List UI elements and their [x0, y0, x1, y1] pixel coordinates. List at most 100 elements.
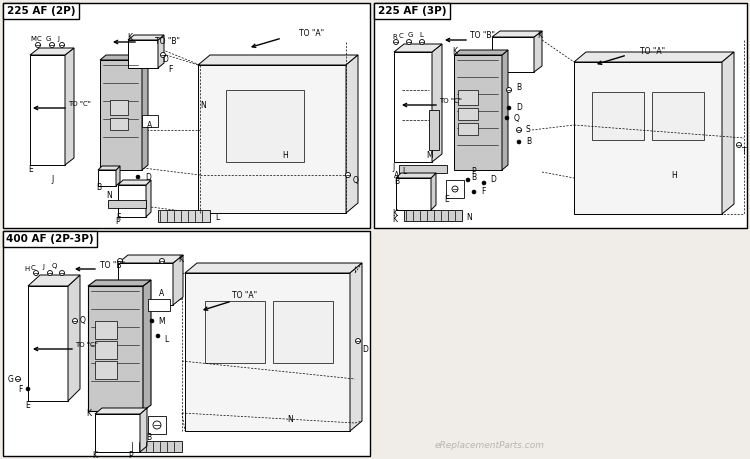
Text: eReplacementParts.com: eReplacementParts.com [435, 441, 545, 449]
Text: D: D [516, 103, 522, 112]
Text: N: N [287, 414, 292, 424]
Polygon shape [116, 166, 120, 186]
Text: TO "A": TO "A" [640, 47, 665, 56]
Bar [108, 200, 146, 208]
Polygon shape [185, 263, 362, 273]
Text: P: P [472, 168, 476, 177]
Circle shape [736, 142, 742, 147]
Text: M: M [426, 151, 433, 159]
Polygon shape [128, 35, 164, 40]
Text: TO "C": TO "C" [439, 98, 462, 104]
Polygon shape [95, 408, 147, 414]
Polygon shape [574, 62, 722, 214]
Text: D: D [490, 175, 496, 185]
Text: A: A [159, 289, 165, 297]
Circle shape [16, 376, 20, 381]
Bar [226, 90, 304, 162]
Text: S: S [526, 125, 531, 134]
Polygon shape [198, 65, 346, 213]
Polygon shape [454, 50, 508, 55]
Text: M: M [158, 317, 165, 325]
Polygon shape [492, 37, 534, 72]
Circle shape [160, 52, 166, 57]
Text: G: G [8, 375, 13, 384]
Text: K: K [537, 30, 542, 39]
Polygon shape [98, 166, 120, 170]
Text: TO "A": TO "A" [299, 29, 324, 39]
Polygon shape [88, 286, 143, 411]
Circle shape [482, 181, 486, 185]
Text: F: F [116, 213, 120, 223]
Bar [158, 210, 210, 222]
Bar [148, 416, 166, 434]
Text: N: N [200, 101, 206, 110]
Text: H: H [24, 266, 29, 272]
Polygon shape [432, 44, 442, 162]
Bar [458, 108, 478, 120]
Text: Q: Q [80, 317, 86, 325]
Circle shape [73, 319, 77, 324]
Polygon shape [118, 185, 146, 217]
Text: K: K [86, 409, 91, 418]
Polygon shape [534, 31, 542, 72]
Circle shape [419, 39, 424, 45]
Bar [399, 165, 447, 173]
Text: F: F [481, 187, 485, 196]
Text: B: B [394, 178, 399, 186]
Text: TO "C": TO "C" [68, 101, 91, 107]
Text: E: E [444, 196, 448, 205]
Bar [3, 231, 370, 456]
Text: K: K [392, 208, 397, 218]
Text: P: P [116, 218, 120, 226]
Text: D: D [362, 345, 368, 353]
Polygon shape [98, 170, 116, 186]
Text: C: C [31, 265, 35, 271]
Polygon shape [454, 55, 502, 170]
Circle shape [47, 270, 53, 275]
Polygon shape [722, 52, 734, 214]
Text: 225 AF (2P): 225 AF (2P) [7, 6, 75, 16]
Circle shape [517, 128, 521, 133]
Text: K: K [127, 33, 132, 41]
Polygon shape [68, 275, 80, 401]
Circle shape [153, 421, 161, 429]
Text: E: E [25, 402, 30, 410]
Bar [95, 361, 117, 379]
Circle shape [466, 178, 470, 182]
Text: N: N [106, 191, 112, 201]
Bar [374, 3, 747, 228]
Circle shape [506, 88, 512, 93]
Text: L: L [419, 32, 423, 38]
Text: TO "A": TO "A" [232, 291, 257, 301]
Text: R: R [392, 34, 397, 40]
Polygon shape [142, 55, 148, 170]
Text: E: E [28, 166, 33, 174]
Text: G: G [407, 32, 413, 38]
Bar [130, 441, 182, 452]
Bar [404, 210, 462, 221]
Bar [3, 3, 370, 228]
Polygon shape [394, 52, 432, 162]
Bar [148, 299, 170, 311]
Polygon shape [396, 173, 436, 178]
Polygon shape [198, 55, 358, 65]
Bar [205, 301, 265, 363]
Circle shape [156, 334, 160, 338]
Bar [95, 341, 117, 359]
Text: 225 AF (3P): 225 AF (3P) [378, 6, 446, 16]
Text: Q: Q [353, 175, 358, 185]
Polygon shape [143, 280, 151, 411]
Polygon shape [173, 255, 183, 305]
Bar [374, 3, 450, 19]
Polygon shape [502, 50, 508, 170]
Text: B: B [96, 184, 101, 192]
Text: D: D [162, 56, 168, 65]
Text: B: B [526, 138, 531, 146]
Bar [652, 92, 704, 140]
Circle shape [507, 106, 511, 110]
Text: Q: Q [51, 263, 57, 269]
Circle shape [118, 258, 122, 263]
Polygon shape [492, 31, 542, 37]
Circle shape [356, 338, 361, 343]
Bar [110, 118, 128, 130]
